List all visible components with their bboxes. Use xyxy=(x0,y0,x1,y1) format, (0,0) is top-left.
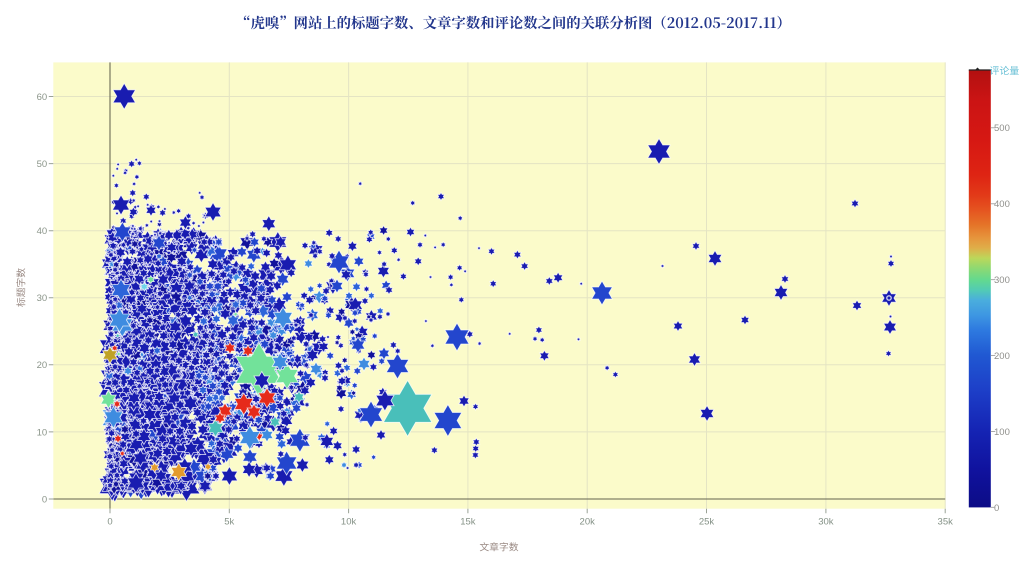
svg-text:0: 0 xyxy=(107,517,112,528)
svg-text:0: 0 xyxy=(42,494,47,505)
svg-text:60: 60 xyxy=(37,92,48,103)
svg-text:40: 40 xyxy=(37,226,48,237)
svg-text:500: 500 xyxy=(994,123,1010,134)
svg-text:400: 400 xyxy=(994,199,1010,210)
svg-text:50: 50 xyxy=(37,159,48,170)
svg-text:10k: 10k xyxy=(341,517,357,528)
svg-text:20k: 20k xyxy=(580,517,596,528)
svg-text:10: 10 xyxy=(37,427,48,438)
svg-text:15k: 15k xyxy=(460,517,476,528)
svg-text:30: 30 xyxy=(37,293,48,304)
svg-text:25k: 25k xyxy=(699,517,715,528)
svg-text:35k: 35k xyxy=(938,517,954,528)
svg-text:5k: 5k xyxy=(224,517,234,528)
svg-text:100: 100 xyxy=(994,427,1010,438)
svg-text:20: 20 xyxy=(37,360,48,371)
svg-text:200: 200 xyxy=(994,351,1010,362)
svg-text:300: 300 xyxy=(994,275,1010,286)
svg-text:0: 0 xyxy=(994,503,999,514)
svg-text:30k: 30k xyxy=(818,517,834,528)
